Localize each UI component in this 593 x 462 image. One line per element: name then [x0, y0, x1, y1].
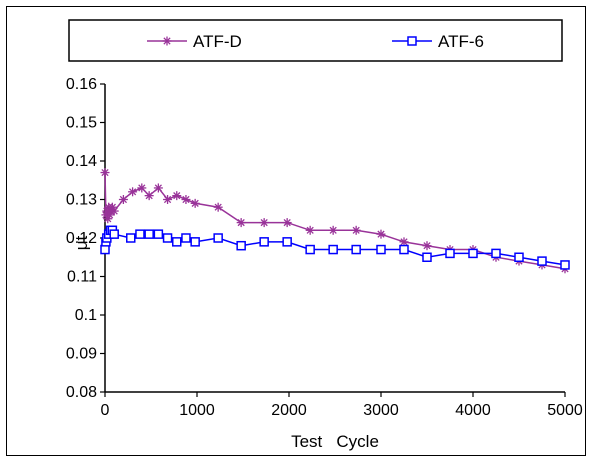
square-marker — [153, 229, 164, 239]
square-marker — [351, 244, 361, 255]
asterisk-marker — [162, 36, 172, 46]
square-marker — [468, 248, 478, 259]
x-axis-ticks: 0 1000 2000 3000 4000 5000 — [101, 392, 583, 419]
asterisk-marker — [236, 218, 246, 228]
x-tick-label: 0 — [101, 402, 110, 419]
square-marker — [213, 233, 223, 243]
asterisk-marker — [351, 225, 361, 235]
square-marker — [376, 244, 386, 255]
asterisk-marker — [305, 225, 315, 235]
y-tick-label: 0.11 — [67, 269, 97, 286]
square-marker — [126, 233, 136, 243]
series-atf-6 — [100, 225, 570, 270]
square-marker — [162, 233, 173, 243]
legend-label: ATF-D — [193, 32, 242, 51]
y-tick-label: 0.08 — [66, 384, 97, 401]
legend-item-atf-6: ATF-6 — [392, 32, 484, 51]
asterisk-marker — [118, 195, 128, 204]
asterisk-marker — [328, 225, 338, 235]
asterisk-marker — [181, 195, 191, 204]
asterisk-marker — [103, 214, 113, 224]
y-axis-ticks: 0.08 0.09 0.1 0.11 0.12 0.13 0.14 0.15 0.16 — [66, 76, 105, 401]
y-tick-label: 0.14 — [66, 153, 97, 170]
asterisk-marker — [144, 191, 154, 201]
y-tick-label: 0.12 — [66, 230, 97, 247]
square-marker — [537, 256, 547, 266]
x-tick-label: 4000 — [455, 402, 491, 419]
square-marker — [135, 229, 145, 239]
asterisk-marker — [163, 195, 173, 204]
y-tick-label: 0.13 — [66, 192, 97, 209]
square-marker — [491, 248, 501, 259]
asterisk-marker — [100, 168, 110, 178]
square-marker — [305, 244, 315, 255]
x-tick-label: 3000 — [363, 402, 399, 419]
square-marker — [328, 244, 338, 255]
y-tick-label: 0.1 — [75, 307, 97, 324]
line-chart: ATF-D ATF-6 0 1000 2000 3000 4000 5000 0.080.0… — [66, 19, 583, 451]
asterisk-marker — [153, 183, 163, 193]
square-marker — [144, 229, 154, 239]
chart-frame: ATF-D ATF-6 0 1000 2000 3000 4000 5000 0.08 0.0… — [6, 6, 586, 456]
asterisk-marker — [399, 237, 409, 247]
square-marker — [236, 240, 246, 251]
asterisk-marker — [213, 202, 223, 212]
y-tick-label: 0.16 — [66, 76, 97, 93]
x-tick-label: 1000 — [179, 402, 215, 419]
square-marker — [172, 237, 182, 247]
asterisk-marker — [282, 218, 292, 228]
square-marker — [100, 244, 110, 255]
legend: ATF-D ATF-6 — [68, 19, 563, 62]
square-marker — [181, 233, 191, 243]
asterisk-marker — [128, 187, 138, 197]
x-tick-label: 2000 — [271, 402, 307, 419]
asterisk-marker — [190, 198, 200, 208]
x-tick-label: 5000 — [547, 402, 583, 419]
square-marker — [560, 260, 570, 270]
legend-label: ATF-6 — [438, 32, 484, 51]
square-marker — [422, 252, 432, 262]
series-layer — [100, 168, 570, 274]
square-marker — [445, 248, 455, 259]
legend-item-atf-d: ATF-D — [147, 32, 242, 51]
asterisk-marker — [376, 229, 386, 239]
y-tick-label: 0.15 — [66, 115, 97, 132]
asterisk-marker — [422, 241, 432, 251]
square-marker — [259, 237, 269, 247]
square-marker — [514, 252, 524, 262]
x-axis-title: Test Cycle — [291, 432, 379, 451]
asterisk-marker — [109, 206, 119, 216]
asterisk-marker — [172, 191, 182, 201]
y-tick-label: 0.09 — [66, 346, 97, 363]
square-marker — [109, 229, 119, 239]
asterisk-marker — [137, 183, 147, 193]
square-marker — [407, 36, 417, 46]
square-marker — [399, 244, 409, 255]
square-marker — [190, 237, 200, 247]
legend-box — [68, 19, 563, 62]
square-marker — [282, 237, 292, 247]
y-axis-title: μt — [72, 235, 91, 250]
legend-items: ATF-D ATF-6 — [147, 32, 484, 51]
asterisk-marker — [259, 218, 269, 228]
